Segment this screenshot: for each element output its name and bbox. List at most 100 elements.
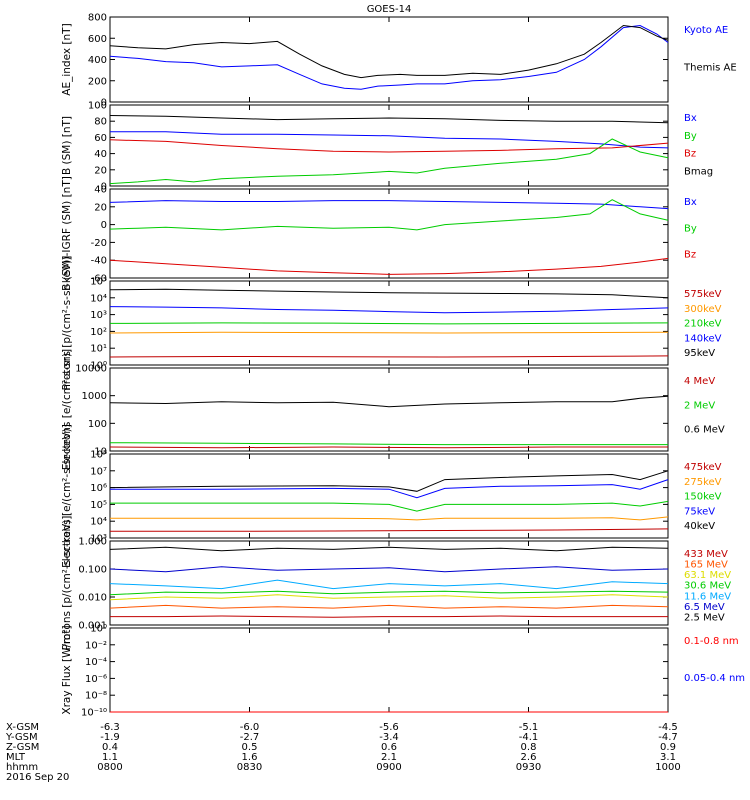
y-tick-label: 10⁴: [90, 293, 107, 304]
legend-entry: 0.1-0.8 nm: [684, 636, 739, 647]
legend-entry: 63.1 MeV: [684, 570, 731, 581]
panel-frame: [109, 367, 669, 452]
x-axis-value: 0930: [516, 762, 541, 773]
y-axis-label: AE_index [nT]: [61, 23, 73, 95]
series-line-4: [109, 470, 669, 492]
series-line-2: [110, 500, 669, 512]
panel-5: 10³ 10⁴ 10⁵ 10⁶ 10⁷ 10⁸ Electrons [e/(cm²-s-sr…: [61, 424, 722, 568]
series-line-5: [109, 566, 669, 573]
y-tick-label: 40: [94, 149, 107, 160]
legend-entry: 0.6 MeV: [684, 425, 725, 436]
y-axis-label: Electrons [e/(cm²-s-sr)]: [61, 349, 73, 470]
legend-entry: 40keV: [684, 521, 715, 532]
series-line-1: [109, 604, 669, 609]
x-axis-value: 0.8: [521, 742, 537, 753]
x-axis-row-label: 2016 Sep 20: [6, 772, 69, 783]
legend-entry: 475keV: [684, 462, 722, 473]
series-line-2: [109, 257, 669, 275]
x-axis-value: -5.6: [379, 722, 399, 733]
series-line-1: [109, 442, 668, 446]
legend-entry: By: [684, 131, 697, 142]
x-axis-value: -2.7: [240, 732, 260, 743]
series-line-1: [109, 24, 669, 79]
y-axis-label: B (SM)-IGRF (SM) [nT]: [61, 176, 73, 291]
series-line-4: [109, 579, 669, 590]
x-axis-row-label: X-GSM: [6, 722, 39, 733]
y-tick-label: 10²: [90, 327, 107, 338]
x-axis-value: 0800: [97, 762, 122, 773]
legend-entry: 95keV: [684, 348, 715, 359]
x-axis-value: -6.0: [240, 722, 260, 733]
y-tick-label: 200: [88, 76, 107, 87]
legend-entry: 275keV: [684, 477, 722, 488]
y-tick-label: 0.100: [78, 565, 107, 576]
series-line-0: [110, 615, 668, 618]
x-axis-value: 1.6: [242, 752, 258, 763]
y-tick-label: 10⁴: [90, 517, 107, 528]
y-tick-label: 0: [101, 220, 107, 231]
panel-frame: [109, 627, 669, 713]
y-tick-label: -40: [91, 256, 107, 267]
x-axis-value: 1.1: [102, 752, 118, 763]
y-tick-label: 60: [94, 133, 107, 144]
chart-title: GOES-14: [367, 4, 412, 15]
series-line-2: [109, 395, 669, 408]
y-tick-label: -60: [91, 274, 107, 285]
series-line-0: [109, 355, 669, 358]
series-line-1: [110, 516, 669, 521]
x-axis-row-label: MLT: [6, 752, 26, 763]
legend-entry: Bx: [684, 113, 697, 124]
y-tick-label: 10⁰: [90, 361, 107, 372]
legend-entry: 300keV: [684, 304, 722, 315]
panel-1: 0 20 40 60 80 100 B (SM) [nT] Bx By Bz Bmag: [61, 101, 713, 193]
series-line-2: [109, 594, 669, 601]
series-line-1: [109, 199, 669, 231]
y-tick-label: 10³: [90, 534, 107, 545]
series-line-4: [109, 288, 669, 299]
series-line-0: [109, 200, 669, 210]
legend-entry: 30.6 MeV: [684, 581, 731, 592]
series-line-0: [109, 446, 668, 449]
x-axis-value: -1.9: [100, 732, 120, 743]
series-line-1: [109, 331, 669, 334]
legend-entry: 75keV: [684, 506, 715, 517]
legend-entry: Kyoto AE: [684, 25, 728, 36]
y-axis-label: Protons [p/(cm²-s-sr-keV)]: [61, 256, 73, 391]
y-tick-label: 800: [88, 13, 107, 24]
legend-entry: 11.6 MeV: [684, 591, 731, 602]
panel-2: -60 -40 -20 0 20 40 B (SM)-IGRF (SM) [nT] Bx By B…: [61, 176, 697, 291]
legend-entry: Themis AE: [683, 63, 737, 74]
panel-frame: [109, 453, 669, 539]
y-tick-label: 0: [101, 98, 107, 109]
y-tick-label: 10⁷: [90, 466, 107, 477]
x-axis-value: 0.6: [381, 742, 397, 753]
series-line-1: [109, 138, 669, 185]
y-tick-label: 10¹: [90, 344, 107, 355]
legend-entry: 0.05-0.4 nm: [684, 673, 745, 684]
y-tick-label: 10⁸: [90, 450, 107, 461]
legend-entry: Bz: [684, 149, 696, 160]
y-tick-label: 20: [94, 202, 107, 213]
x-axis-value: -3.4: [379, 732, 399, 743]
legend-entry: 433 MeV: [684, 549, 728, 560]
y-axis-label: B (SM) [nT]: [61, 116, 73, 175]
y-tick-label: 10: [94, 447, 107, 458]
legend-entry: 210keV: [684, 319, 722, 330]
y-tick-label: 10⁶: [90, 483, 107, 494]
legend-entry: 4 MeV: [684, 376, 715, 387]
series-line-3: [109, 306, 669, 314]
panel-6: 0.001 0.010 0.100 1.000 Protons [p/(cm²-s-sr…: [61, 516, 731, 651]
y-tick-label: 10⁵: [90, 277, 107, 288]
y-tick-label: 10⁻⁸: [85, 691, 107, 702]
legend-entry: 150keV: [684, 492, 722, 503]
x-axis-row-label: Z-GSM: [6, 742, 39, 753]
legend-entry: 165 MeV: [684, 560, 728, 571]
x-axis-row-label: hhmm: [6, 762, 38, 773]
y-tick-label: 10⁻¹⁰: [81, 708, 107, 719]
legend-entry: 2.5 MeV: [684, 612, 725, 623]
x-axis-value: -4.1: [519, 732, 539, 743]
y-tick-label: 20: [94, 165, 107, 176]
x-axis-row-label: Y-GSM: [5, 732, 38, 743]
y-axis-label: Xray Flux [W/m²]: [61, 625, 73, 714]
